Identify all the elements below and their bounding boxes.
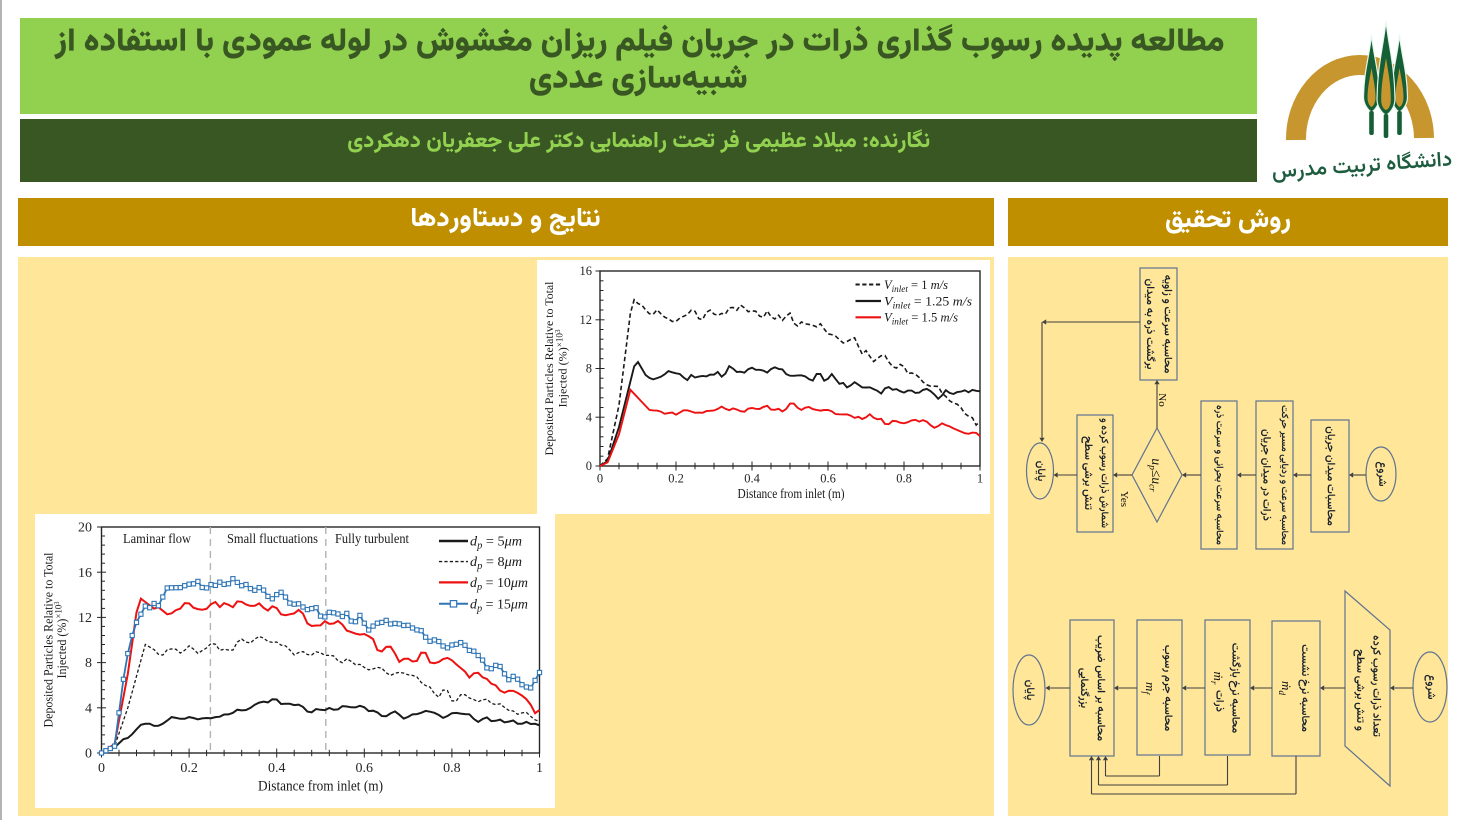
svg-text:1: 1 xyxy=(977,472,983,486)
svg-text:8: 8 xyxy=(586,362,592,376)
svg-text:4: 4 xyxy=(586,410,593,424)
svg-text:Distance from inlet (m): Distance from inlet (m) xyxy=(258,779,383,795)
svg-text:0: 0 xyxy=(586,459,592,473)
svg-text:Deposited Particles Relative t: Deposited Particles Relative to Total xyxy=(41,552,56,727)
svg-text:0: 0 xyxy=(98,761,105,776)
svg-text:1: 1 xyxy=(536,761,543,776)
svg-text:0: 0 xyxy=(85,747,92,762)
svg-text:up≤ucr: up≤ucr xyxy=(1147,458,1165,492)
svg-text:Fully turbulent: Fully turbulent xyxy=(335,532,409,547)
svg-text:0.8: 0.8 xyxy=(443,761,461,776)
svg-text:Yes: Yes xyxy=(1118,491,1130,507)
svg-text:Small fluctuations: Small fluctuations xyxy=(227,532,318,547)
svg-text:0.6: 0.6 xyxy=(356,761,374,776)
svg-text:0.6: 0.6 xyxy=(820,472,836,486)
svg-text:dp = 10μm: dp = 10μm xyxy=(470,575,528,593)
svg-text:Laminar flow: Laminar flow xyxy=(123,532,192,547)
svg-text:4: 4 xyxy=(85,701,92,716)
svg-text:Distance from inlet (m): Distance from inlet (m) xyxy=(738,486,845,501)
svg-text:8: 8 xyxy=(85,656,92,671)
svg-text:12: 12 xyxy=(580,313,593,327)
svg-text:dp = 8μm: dp = 8μm xyxy=(470,554,522,572)
svg-text:20: 20 xyxy=(78,521,92,536)
svg-text:0.8: 0.8 xyxy=(896,472,912,486)
svg-text:mf: mf xyxy=(1140,682,1158,695)
svg-text:Vinlet = 1 m/s: Vinlet = 1 m/s xyxy=(884,277,948,295)
svg-text:0.4: 0.4 xyxy=(744,472,760,486)
svg-text:Deposited Particles Relative t: Deposited Particles Relative to Total xyxy=(542,281,556,456)
svg-text:0.2: 0.2 xyxy=(180,761,198,776)
svg-text:0.2: 0.2 xyxy=(668,472,684,486)
svg-text:dp = 15μm: dp = 15μm xyxy=(470,596,528,614)
svg-text:0: 0 xyxy=(597,472,603,486)
svg-text:dp = 5μm: dp = 5μm xyxy=(470,534,522,552)
svg-text:ṁd: ṁd xyxy=(1276,681,1294,695)
svg-text:ṁr: ṁr xyxy=(1208,671,1226,684)
svg-text:16: 16 xyxy=(580,264,593,278)
svg-text:12: 12 xyxy=(78,611,92,626)
svg-text:Injected (%)×103: Injected (%)×103 xyxy=(53,601,69,678)
svg-text:16: 16 xyxy=(78,566,92,581)
svg-text:Vinlet = 1.5 m/s: Vinlet = 1.5 m/s xyxy=(884,310,958,328)
svg-text:Vinlet = 1.25 m/s: Vinlet = 1.25 m/s xyxy=(884,293,972,311)
svg-text:0.4: 0.4 xyxy=(268,761,286,776)
svg-text:No: No xyxy=(1156,393,1168,407)
svg-text:Injected (%)×103: Injected (%)×103 xyxy=(554,329,570,408)
